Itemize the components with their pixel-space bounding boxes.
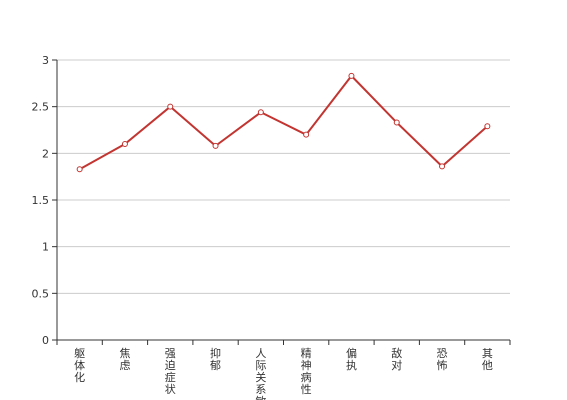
series-line <box>79 74 489 171</box>
x-category-label: 强迫症状 <box>165 347 176 396</box>
data-point[interactable] <box>121 141 128 147</box>
y-axis: 0 0.5 1 1.5 2 2.5 3 <box>32 54 58 347</box>
x-category-label: 精神病性 <box>301 347 312 396</box>
data-point[interactable] <box>303 131 310 138</box>
x-category-label: 躯体化 <box>74 347 85 384</box>
data-point[interactable] <box>393 119 400 126</box>
data-point[interactable] <box>439 163 446 170</box>
data-point[interactable] <box>257 109 264 116</box>
y-tick-label: 2.5 <box>32 101 50 114</box>
series-group <box>76 72 491 173</box>
x-category-label: 其他 <box>482 347 493 372</box>
x-category-label: 偏执 <box>346 346 357 372</box>
x-category-label: 恐怖 <box>437 347 448 372</box>
y-tick-label: 1.5 <box>32 194 50 207</box>
y-tick-label: 1 <box>42 241 49 254</box>
data-point[interactable] <box>348 72 355 79</box>
x-category-label: 人际关系敏感 <box>255 347 266 400</box>
x-category-label: 焦虑 <box>119 347 130 372</box>
grid-lines <box>57 59 510 294</box>
y-tick-label: 0 <box>42 334 49 347</box>
y-tick-label: 0.5 <box>32 287 50 300</box>
data-point[interactable] <box>167 103 174 110</box>
x-category-label: 敌对 <box>391 346 402 372</box>
x-category-label: 抑郁 <box>210 346 221 372</box>
data-point[interactable] <box>76 166 83 173</box>
data-point[interactable] <box>484 123 491 130</box>
y-tick-label: 2 <box>42 147 49 160</box>
data-point[interactable] <box>212 142 219 149</box>
y-tick-label: 3 <box>42 54 49 67</box>
x-axis: 躯体化 焦虑 强迫症状 抑郁 人际关系敏感 精神病性 偏执 敌对 恐怖 其他 <box>56 339 511 400</box>
